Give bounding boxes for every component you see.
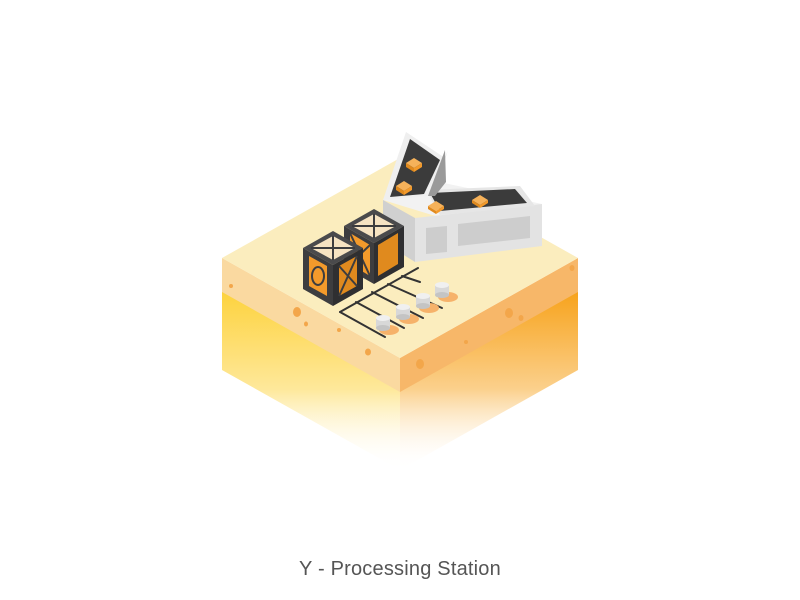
machine-panel bbox=[458, 216, 530, 246]
soil-left-face bbox=[222, 290, 400, 470]
machine-panel bbox=[426, 226, 447, 254]
ground-left-band bbox=[222, 258, 400, 392]
bollard bbox=[396, 304, 419, 324]
soil-right-face bbox=[400, 290, 578, 470]
bollards bbox=[376, 282, 458, 335]
belt-box bbox=[406, 158, 422, 172]
belt-box bbox=[472, 195, 488, 208]
processing-machine bbox=[383, 132, 542, 262]
caption: Y - Processing Station bbox=[299, 558, 501, 580]
crate bbox=[303, 231, 363, 306]
bollard bbox=[376, 315, 399, 335]
soil-pores bbox=[229, 265, 575, 369]
conveyor-support bbox=[428, 150, 446, 196]
bollard bbox=[416, 293, 439, 313]
belt-box bbox=[396, 181, 412, 195]
belt-box bbox=[428, 201, 444, 214]
bollard bbox=[435, 282, 458, 302]
ground-right-band bbox=[400, 258, 578, 392]
